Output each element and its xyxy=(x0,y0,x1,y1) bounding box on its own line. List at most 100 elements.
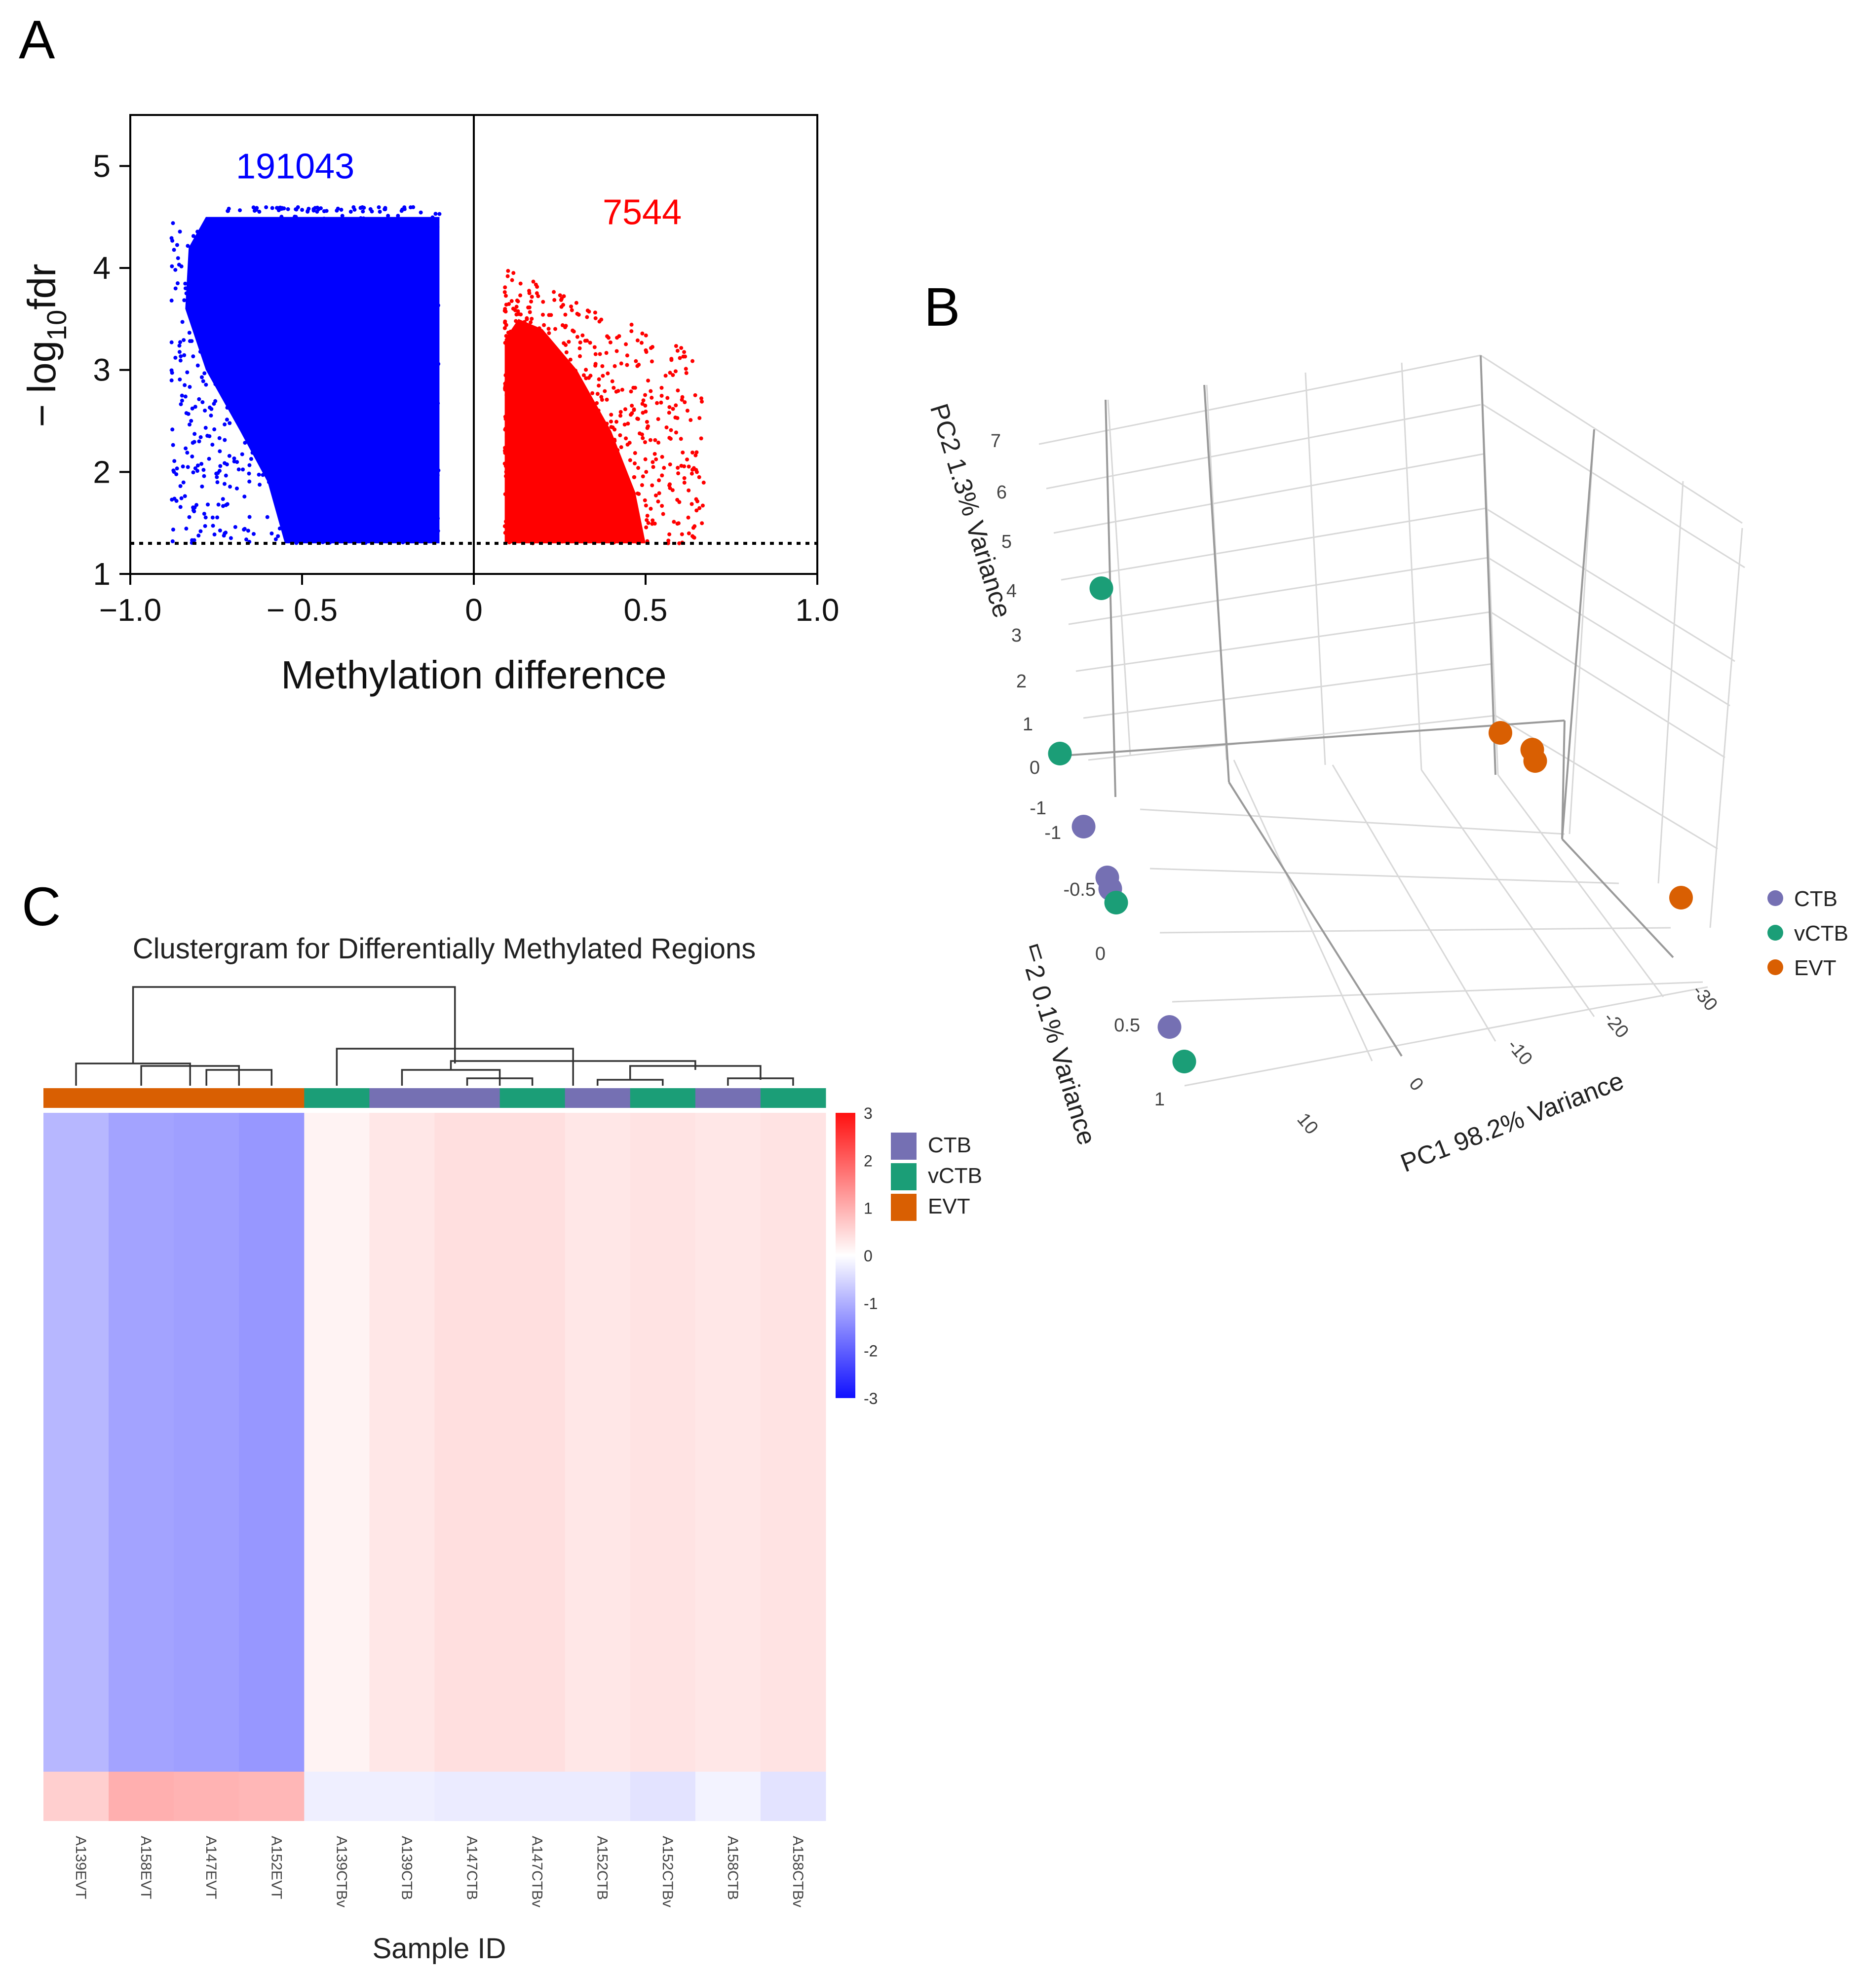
volcano-hyper-point xyxy=(552,508,557,513)
volcano-hypo-point xyxy=(218,449,222,454)
volcano-hyper-point xyxy=(569,304,574,309)
volcano-hypo-point xyxy=(177,343,182,348)
volcano-hypo-point xyxy=(394,424,399,428)
volcano-hypo-point xyxy=(322,216,326,221)
volcano-hypo-point xyxy=(418,534,422,539)
pca-point-vctb xyxy=(1104,891,1128,914)
volcano-hypo-point xyxy=(406,256,410,260)
volcano-hyper-point xyxy=(515,366,520,371)
volcano-hyper-point xyxy=(609,419,613,424)
volcano-hyper-point xyxy=(506,406,511,411)
volcano-hyper-point xyxy=(536,433,540,437)
volcano-hyper-point xyxy=(503,426,508,431)
volcano-hypo-point xyxy=(398,363,402,367)
volcano-hypo-point xyxy=(298,395,303,399)
volcano-hyper-point xyxy=(525,400,529,404)
volcano-hyper-point xyxy=(651,465,655,469)
volcano-hypo-point xyxy=(334,266,338,271)
volcano-hypo-point xyxy=(251,531,256,536)
volcano-hyper-point xyxy=(562,530,566,534)
volcano-hyper-point xyxy=(595,401,599,405)
volcano-hyper-point xyxy=(559,522,564,526)
volcano-hyper-point xyxy=(534,495,538,499)
volcano-hypo-point xyxy=(318,382,323,386)
volcano-hypo-point xyxy=(434,260,439,264)
volcano-hypo-point xyxy=(254,445,259,450)
volcano-hyper-point xyxy=(551,343,556,348)
volcano-hyper-point xyxy=(503,294,508,298)
volcano-hypo-point xyxy=(334,401,339,406)
volcano-hyper-count-label: 7544 xyxy=(603,192,682,232)
volcano-hyper-point xyxy=(559,304,564,309)
volcano-hyper-point xyxy=(584,368,588,372)
volcano-hyper-point xyxy=(507,540,512,545)
volcano-hypo-point xyxy=(350,475,355,479)
pca-point-evt xyxy=(1489,721,1512,745)
volcano-hyper-point xyxy=(512,343,516,348)
pca-pc3-tick-label: 1 xyxy=(1154,1089,1165,1110)
volcano-hypo-point xyxy=(296,443,301,447)
volcano-hypo-point xyxy=(386,214,390,218)
volcano-hyper-point xyxy=(509,488,513,492)
heatmap-cell xyxy=(499,1772,566,1821)
heatmap-legend-swatch-evt xyxy=(891,1194,917,1221)
volcano-hyper-point xyxy=(660,504,664,508)
volcano-hyper-point xyxy=(603,490,608,494)
volcano-hypo-point xyxy=(357,413,361,417)
volcano-hyper-point xyxy=(523,533,528,537)
volcano-hypo-point xyxy=(343,335,347,339)
volcano-hyper-point xyxy=(595,538,600,542)
volcano-hypo-point xyxy=(389,497,393,502)
volcano-hypo-point xyxy=(428,395,432,400)
volcano-hypo-point xyxy=(263,436,267,441)
volcano-hypo-point xyxy=(186,412,191,416)
volcano-hypo-point xyxy=(267,309,271,314)
volcano-hypo-point xyxy=(173,267,178,272)
volcano-hyper-point xyxy=(504,343,509,347)
volcano-hypo-point xyxy=(169,368,174,373)
volcano-hyper-point xyxy=(567,340,571,344)
volcano-hyper-point xyxy=(507,415,512,419)
volcano-hypo-point xyxy=(269,417,274,421)
volcano-hypo-point xyxy=(358,285,362,290)
volcano-hypo-point xyxy=(315,205,320,210)
volcano-hypo-point xyxy=(241,467,245,472)
heatmap-cell xyxy=(43,1113,109,1772)
volcano-hypo-point xyxy=(416,475,420,479)
volcano-hypo-point xyxy=(171,528,175,532)
volcano-hyper-point xyxy=(699,396,703,401)
volcano-hypo-point xyxy=(227,454,231,458)
volcano-hypo-point xyxy=(364,401,368,406)
volcano-hypo-point xyxy=(184,291,189,296)
volcano-hypo-point xyxy=(198,529,203,533)
heatmap-cell xyxy=(369,1772,435,1821)
volcano-hyper-point xyxy=(568,436,573,440)
pca-pc1-tick-label: 0 xyxy=(1405,1074,1427,1095)
volcano-hyper-point xyxy=(644,525,649,530)
volcano-hypo-point xyxy=(432,474,437,479)
pca-point-vctb xyxy=(1089,576,1113,600)
volcano-hypo-point xyxy=(291,302,295,306)
volcano-hypo-point xyxy=(335,464,339,469)
volcano-hypo-point xyxy=(355,391,359,395)
volcano-hypo-point xyxy=(211,376,215,380)
volcano-hypo-point xyxy=(232,456,236,460)
volcano-hyper-point xyxy=(503,320,507,325)
volcano-hypo-point xyxy=(418,346,422,350)
volcano-hypo-point xyxy=(433,383,437,387)
volcano-hyper-point xyxy=(575,335,579,339)
heatmap-group-cell-vctb xyxy=(304,1088,370,1108)
volcano-hypo-point xyxy=(402,205,407,210)
volcano-hyper-point xyxy=(505,468,509,473)
volcano-hyper-point xyxy=(648,438,652,442)
volcano-hyper-point xyxy=(565,463,569,468)
volcano-hypo-point xyxy=(399,209,404,213)
volcano-hypo-point xyxy=(268,437,273,441)
volcano-hypo-point xyxy=(210,443,215,447)
volcano-hypo-point xyxy=(293,413,297,417)
volcano-hypo-point xyxy=(287,379,291,384)
volcano-hyper-point xyxy=(603,443,608,448)
volcano-hyper-point xyxy=(548,347,553,351)
volcano-hypo-point xyxy=(279,260,284,264)
volcano-hypo-point xyxy=(321,540,325,544)
